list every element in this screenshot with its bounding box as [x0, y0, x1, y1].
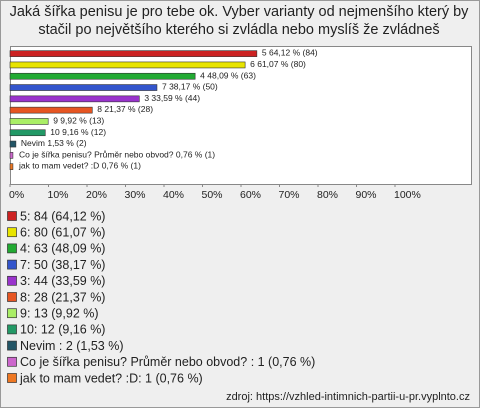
source: zdroj: https://vzhled-intimnich-partii-u… — [226, 391, 470, 403]
x-tick-label: 0% — [9, 189, 24, 201]
bar — [9, 129, 46, 137]
legend-swatch — [7, 211, 17, 221]
bar — [9, 95, 140, 103]
bar-category: 4 — [200, 71, 205, 81]
bar-value-label: 0,76 % (1) — [176, 150, 215, 160]
bar-value-label: 38,17 % (50) — [169, 82, 218, 92]
legend-swatch — [7, 308, 17, 319]
bar-category: 8 — [97, 104, 102, 114]
x-tick-label: 20% — [86, 189, 107, 201]
bar-category: Nevim — [21, 138, 45, 148]
x-tick-label: 10% — [48, 189, 69, 201]
bar-category: 5 — [262, 48, 267, 58]
legend-swatch — [7, 373, 17, 383]
bar-label: 3 33,59 % (44) — [144, 93, 200, 103]
bar-category: jak to mam vedet? :D — [18, 161, 99, 171]
bar-value-label: 21,37 % (28) — [104, 104, 153, 114]
bar — [9, 163, 14, 170]
bar — [9, 72, 196, 80]
bar — [9, 61, 246, 69]
x-tick-label: 50% — [202, 189, 223, 201]
bar-label: Co je šířka penisu? Průměr nebo obvod? 0… — [19, 150, 215, 160]
x-tick-label: 30% — [125, 189, 146, 201]
bar-category: 3 — [144, 93, 149, 103]
legend-swatch — [7, 243, 17, 254]
bar-value-label: 0,76 % (1) — [102, 161, 141, 171]
bar-label: 8 21,37 % (28) — [97, 104, 153, 114]
bar — [9, 152, 14, 159]
legend-label: 10: 12 (9,16 %) — [20, 323, 105, 337]
x-tick-label: 70% — [279, 189, 300, 201]
legend-swatch — [7, 292, 17, 302]
legend-swatch — [7, 340, 17, 351]
bar-value-label: 33,59 % (44) — [151, 93, 200, 103]
bar-label: jak to mam vedet? :D 0,76 % (1) — [18, 161, 141, 171]
bar-category: 6 — [250, 59, 255, 69]
legend-label: jak to mam vedet? :D: 1 (0,76 %) — [19, 371, 203, 385]
bar-label: 4 48,09 % (63) — [200, 71, 256, 81]
bar-value-label: 9,92 % (13) — [60, 116, 104, 126]
legend-swatch — [7, 275, 17, 286]
legend-label: 8: 28 (21,37 %) — [20, 290, 105, 304]
bar — [9, 84, 158, 91]
bar — [9, 140, 17, 148]
chart-title: Jaká šířka penisu je pro tebe ok. Vyber … — [9, 4, 469, 38]
legend-label: 5: 84 (64,12 %) — [20, 209, 105, 223]
x-tick-label: 60% — [240, 189, 261, 201]
bar — [9, 118, 49, 125]
bar-value-label: 61,07 % (80) — [257, 59, 306, 69]
legend-label: Co je šířka penisu? Průměr nebo obvod? :… — [20, 355, 315, 369]
bar-category: 7 — [162, 82, 167, 92]
bar-label: 6 61,07 % (80) — [250, 59, 306, 69]
legend-label: 4: 63 (48,09 %) — [20, 242, 105, 256]
x-tick-label: 90% — [356, 189, 377, 201]
legend-swatch — [7, 259, 17, 270]
bar-category: 9 — [53, 116, 58, 126]
bar — [9, 50, 258, 57]
x-tick-label: 40% — [163, 189, 184, 201]
bar-label: 9 9,92 % (13) — [53, 116, 104, 126]
legend-swatch — [7, 356, 17, 367]
x-tick-label: 80% — [317, 189, 338, 201]
legend-label: Nevim : 2 (1,53 %) — [20, 339, 124, 353]
bar-label: 5 64,12 % (84) — [262, 48, 318, 58]
bar-value-label: 1,53 % (2) — [47, 138, 86, 148]
x-tick-label: 100% — [394, 189, 421, 201]
bar-value-label: 64,12 % (84) — [269, 48, 318, 58]
legend-swatch — [7, 227, 17, 238]
bar-label: Nevim 1,53 % (2) — [21, 138, 87, 148]
legend-label: 7: 50 (38,17 %) — [20, 258, 105, 272]
legend-label: 3: 44 (33,59 %) — [20, 274, 105, 288]
bar-label: 7 38,17 % (50) — [162, 82, 218, 92]
legend-label: 6: 80 (61,07 %) — [20, 225, 105, 239]
bar-value-label: 48,09 % (63) — [207, 71, 256, 81]
bar-category: Co je šířka penisu? Průměr nebo obvod? — [19, 150, 174, 160]
bar — [9, 106, 93, 114]
bar-label: 10 9,16 % (12) — [50, 127, 106, 137]
bar-value-label: 9,16 % (12) — [62, 127, 106, 137]
legend-label: 9: 13 (9,92 %) — [20, 306, 99, 320]
bar-category: 10 — [50, 127, 60, 137]
plot-area — [10, 46, 472, 185]
legend-swatch — [7, 324, 17, 335]
